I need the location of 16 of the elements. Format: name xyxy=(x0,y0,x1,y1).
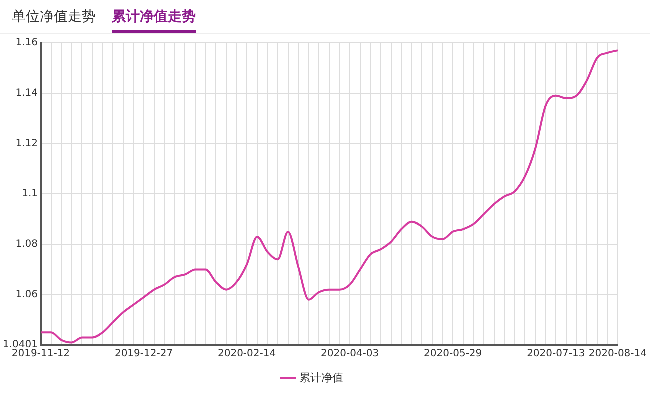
x-tick-label: 2020-02-14 xyxy=(218,348,276,360)
y-tick-label: 1.06 xyxy=(16,289,38,300)
x-tick-label: 2019-12-27 xyxy=(114,348,174,360)
y-tick-label: 1.1 xyxy=(22,188,38,200)
x-tick-label: 2020-08-14 xyxy=(588,348,648,360)
x-tick-label: 2020-05-29 xyxy=(424,348,482,360)
text: 累计净值走势 xyxy=(112,8,196,33)
y-tick-label: 1.14 xyxy=(16,88,38,99)
x-tick-label: 2020-04-03 xyxy=(321,348,380,360)
y-tick-label: 1.08 xyxy=(16,239,38,250)
x-tick-label: 2020-07-13 xyxy=(527,348,586,360)
y-tick-label: 1.12 xyxy=(16,138,38,150)
text: 单位净值走势 xyxy=(12,8,96,27)
y-tick-label: 1.16 xyxy=(16,38,38,49)
x-tick-label: 2019-11-12 xyxy=(12,348,70,360)
legend-label: 累计净值 xyxy=(299,371,344,384)
